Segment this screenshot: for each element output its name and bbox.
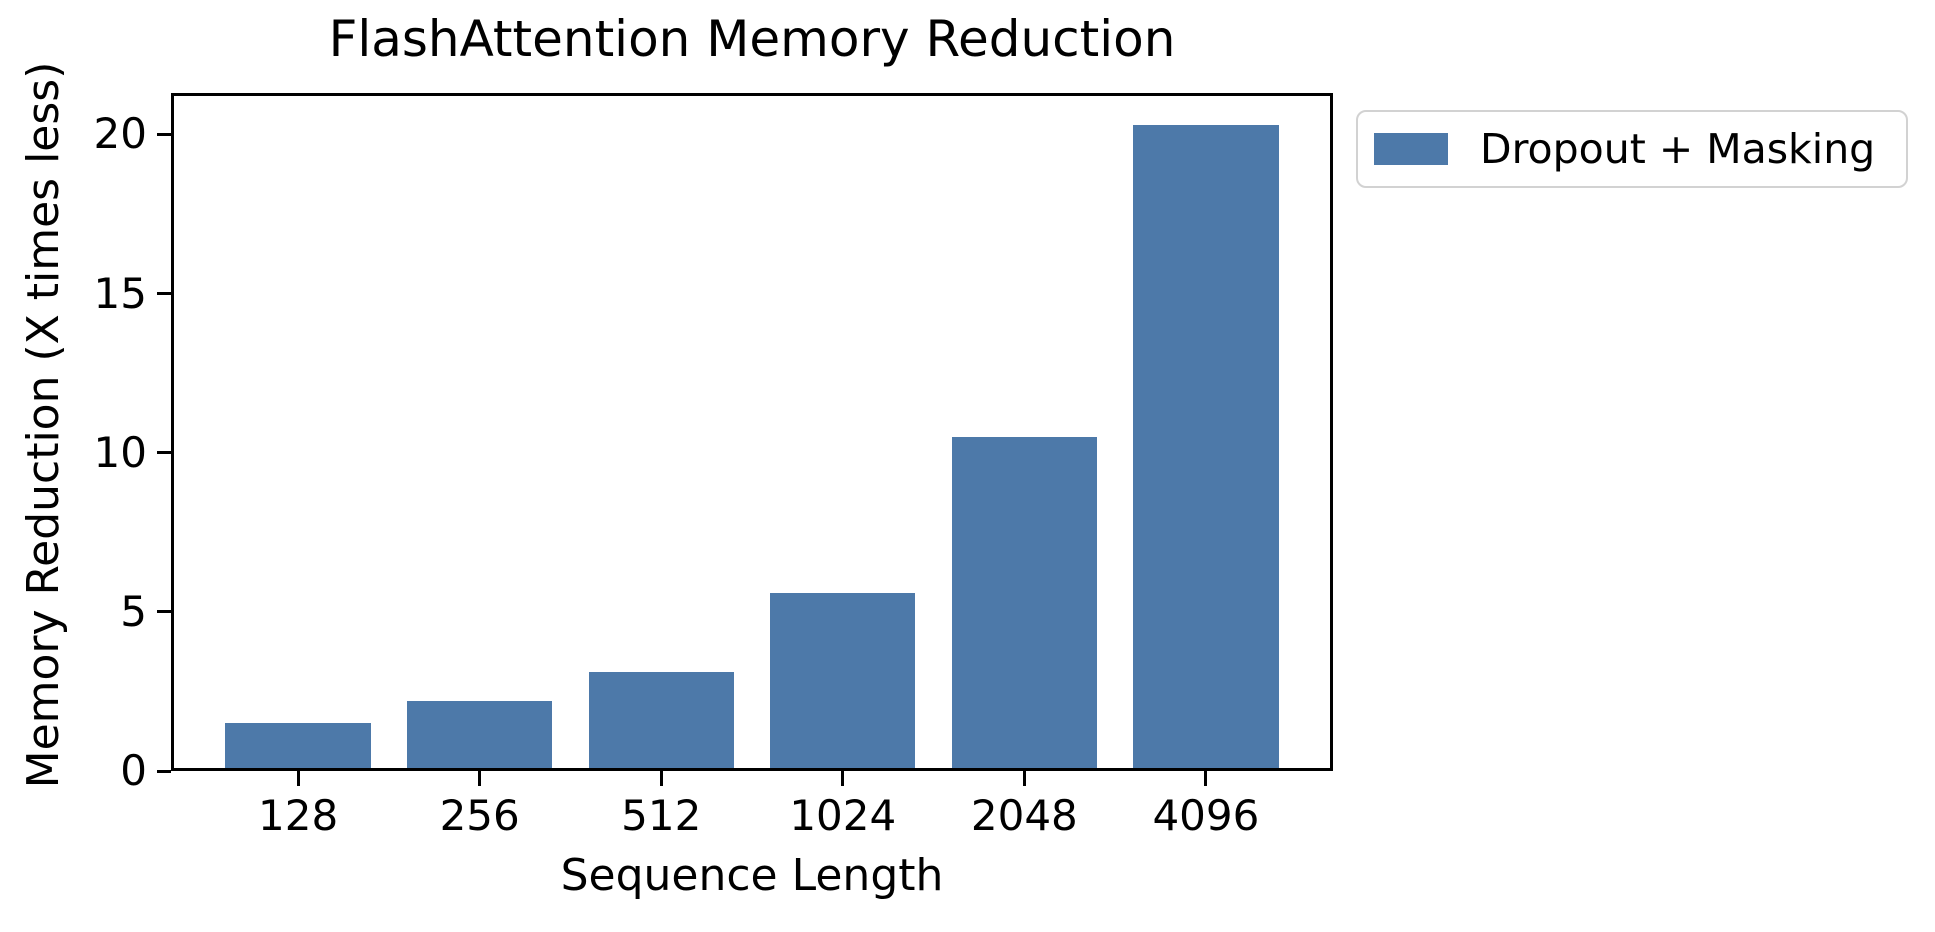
y-axis-label-text: Memory Reduction (X times less) xyxy=(17,61,69,789)
bar-128 xyxy=(225,723,371,771)
x-tick-mark xyxy=(841,771,845,786)
legend-swatch xyxy=(1374,133,1448,165)
bar-2048 xyxy=(951,436,1097,771)
x-tick-label: 256 xyxy=(439,791,520,840)
x-tick-mark xyxy=(659,771,663,786)
legend: Dropout + Masking xyxy=(1356,110,1908,188)
y-tick-label: 15 xyxy=(93,268,147,318)
bar-256 xyxy=(407,700,553,771)
x-tick-label: 4096 xyxy=(1152,791,1260,840)
x-axis-label: Sequence Length xyxy=(560,850,944,901)
legend-label: Dropout + Masking xyxy=(1480,124,1876,173)
bar-512 xyxy=(588,672,734,771)
x-tick-label: 2048 xyxy=(970,791,1078,840)
bar-1024 xyxy=(770,592,916,771)
x-tick-label: 128 xyxy=(258,791,339,840)
y-tick-mark xyxy=(157,292,171,296)
x-tick-mark xyxy=(1022,771,1026,786)
y-tick-mark xyxy=(157,451,171,455)
bar-4096 xyxy=(1133,124,1279,771)
x-tick-mark xyxy=(296,771,300,786)
y-tick-label: 10 xyxy=(93,427,147,477)
chart-title: FlashAttention Memory Reduction xyxy=(328,10,1176,68)
y-tick-label: 0 xyxy=(120,746,147,795)
y-tick-mark xyxy=(157,610,171,614)
y-tick-label: 5 xyxy=(120,586,147,636)
y-tick-label: 20 xyxy=(93,109,147,159)
y-tick-mark xyxy=(157,769,171,773)
y-tick-mark xyxy=(157,132,171,136)
x-tick-mark xyxy=(1204,771,1208,786)
x-tick-label: 512 xyxy=(621,791,702,840)
x-tick-label: 1024 xyxy=(789,791,897,840)
x-tick-mark xyxy=(478,771,482,786)
plot-area xyxy=(171,93,1333,771)
